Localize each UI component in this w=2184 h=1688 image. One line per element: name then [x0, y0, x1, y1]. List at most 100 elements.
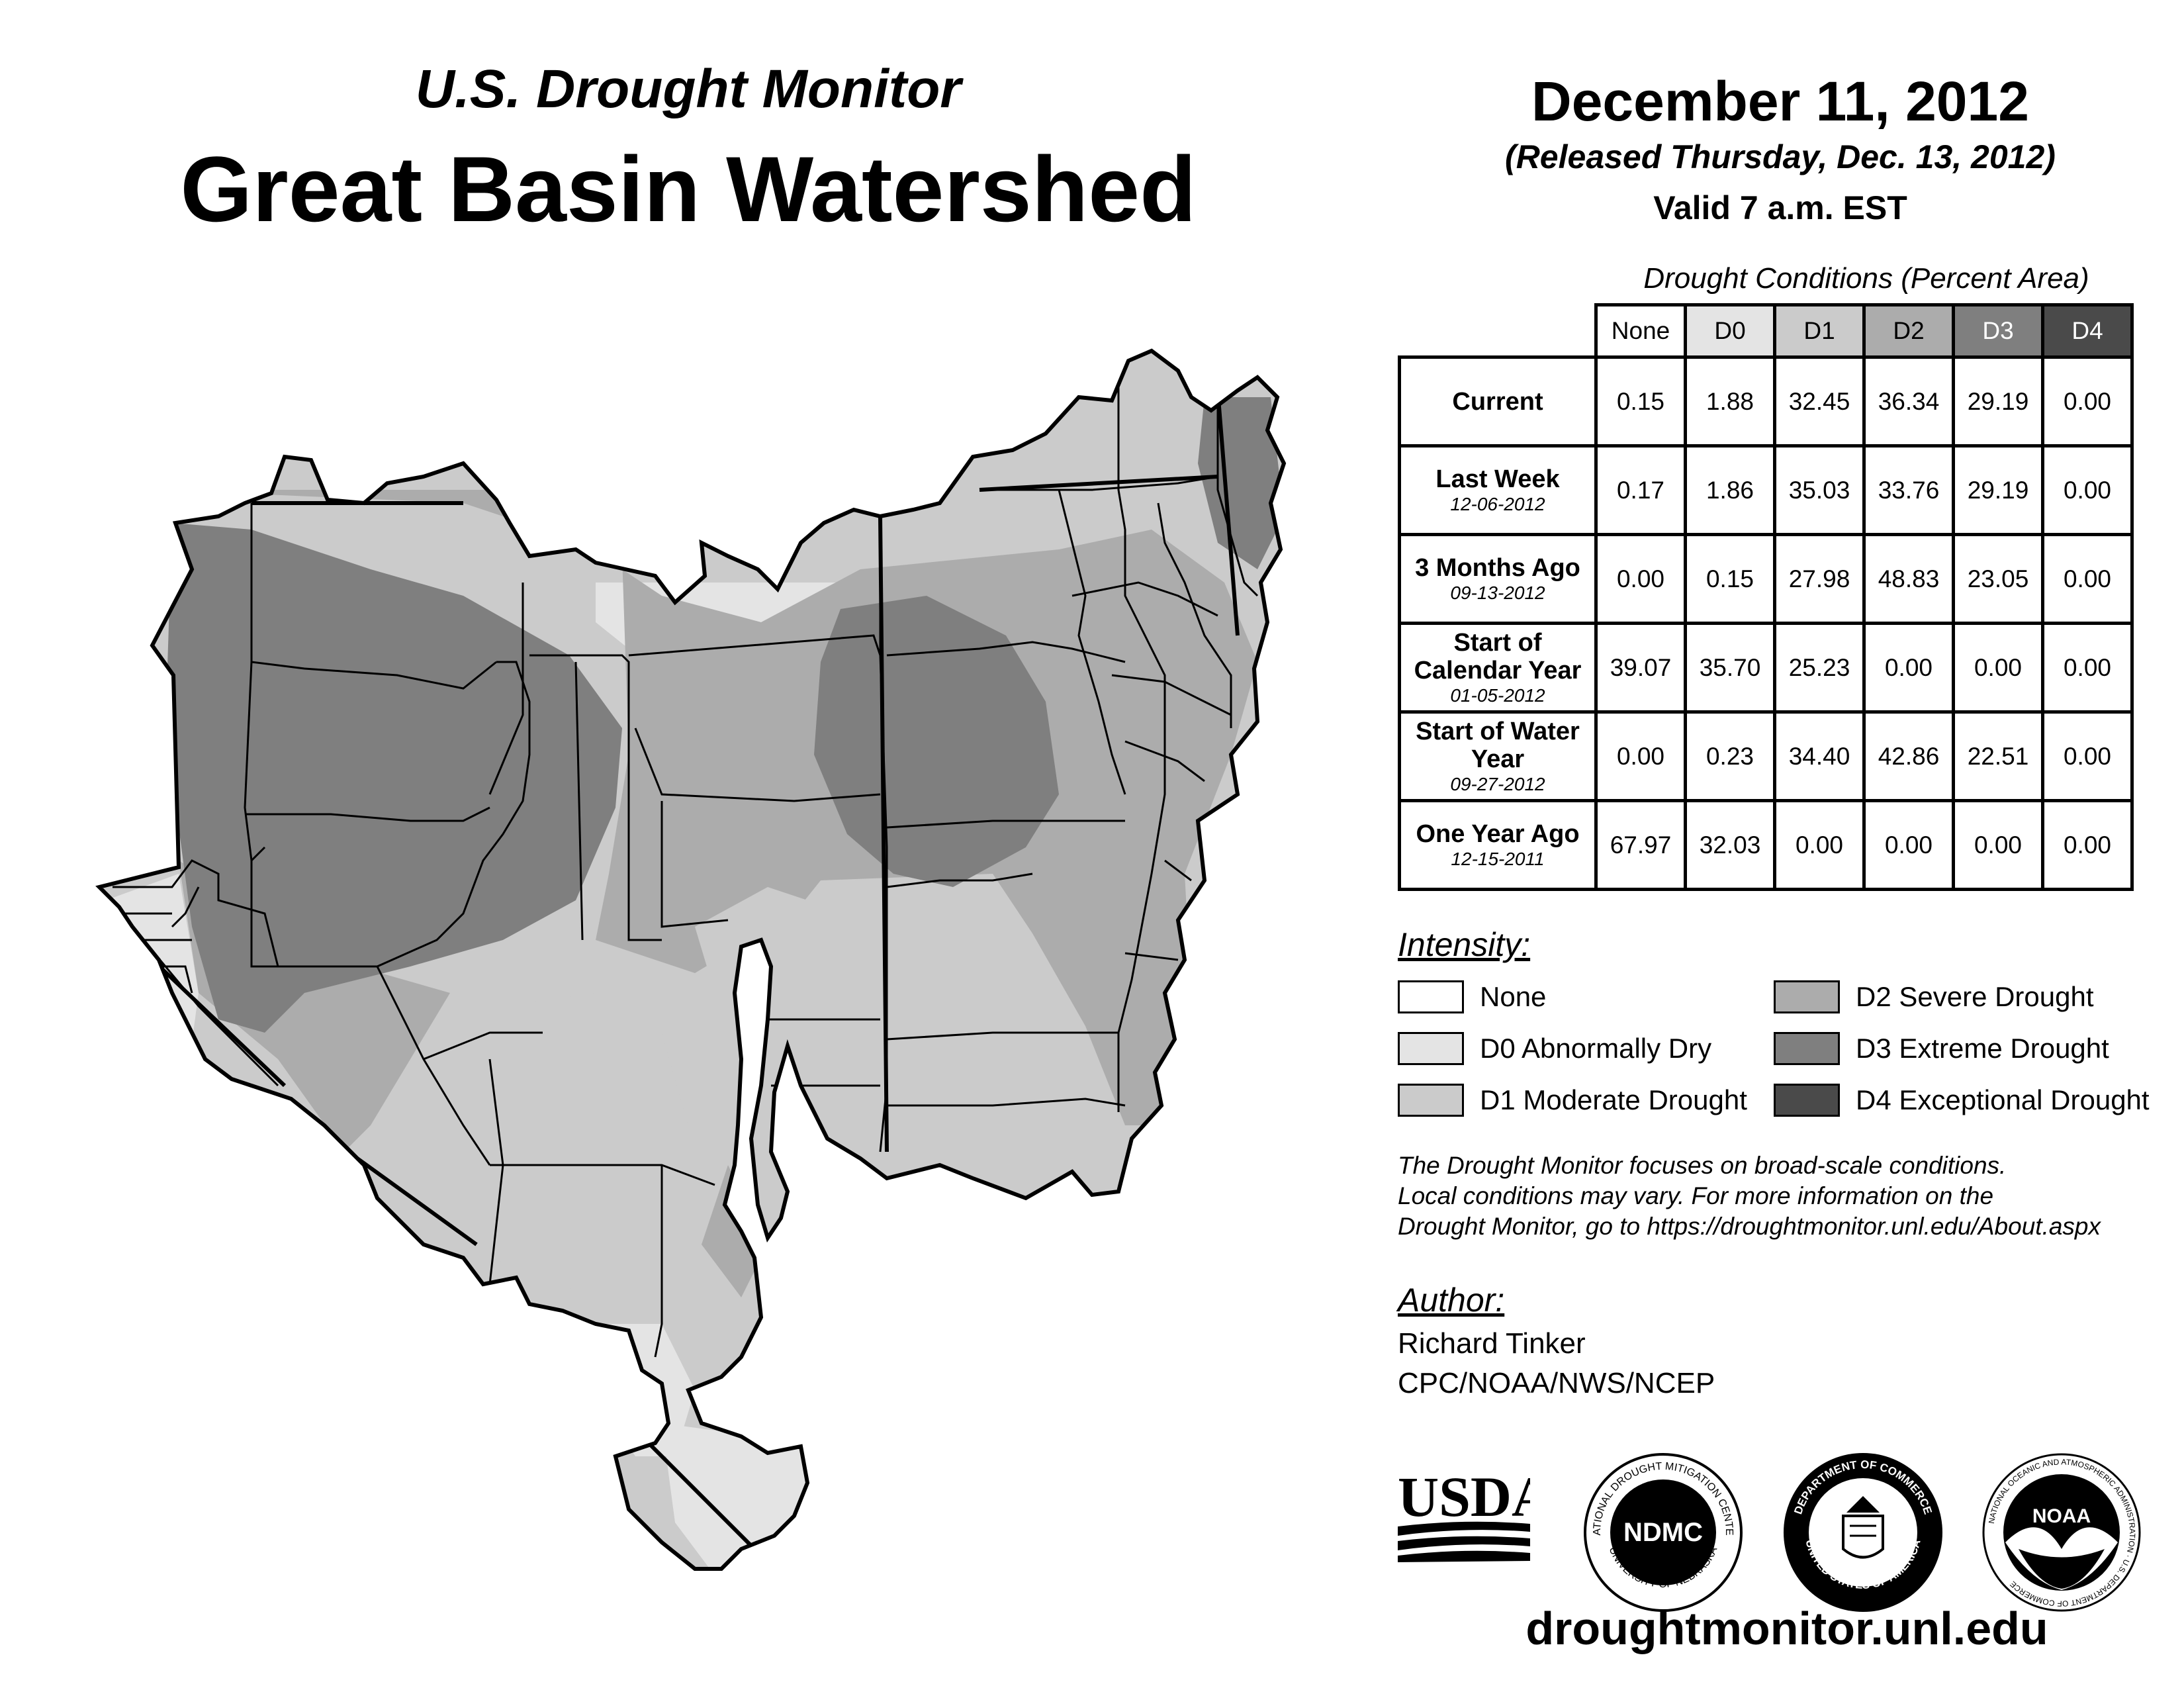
row-label: One Year Ago 12-15-2011: [1398, 799, 1598, 891]
legend-label: D0 Abnormally Dry: [1480, 1033, 1712, 1064]
d3-area-west: [165, 523, 622, 1033]
legend-item-d0: D0 Abnormally Dry: [1398, 1030, 1711, 1067]
table-cell: 0.00: [2041, 533, 2134, 625]
table-cell: 0.00: [2041, 622, 2134, 714]
table-cell: 23.05: [1952, 533, 2044, 625]
legend-label: D4 Exceptional Drought: [1856, 1084, 2150, 1115]
table-cell: 35.03: [1773, 444, 1866, 536]
table-cell: 0.00: [2041, 799, 2134, 891]
legend-item-d3: D3 Extreme Drought: [1774, 1030, 2109, 1067]
table-cell: 34.40: [1773, 710, 1866, 802]
d2-area-south-arm: [702, 1165, 768, 1297]
table-corner: [1399, 305, 1598, 359]
row-label: 3 Months Ago 09-13-2012: [1398, 533, 1598, 625]
table-cell: 42.86: [1862, 710, 1955, 802]
table-cell: 27.98: [1773, 533, 1866, 625]
table-row: 3 Months Ago 09-13-2012 0.00 0.15 27.98 4…: [1398, 533, 2134, 625]
author-org: CPC/NOAA/NWS/NCEP: [1398, 1367, 1715, 1399]
d3-area-east: [814, 596, 1059, 887]
ndmc-logo: NATIONAL DROUGHT MITIGATION CENTER UNIVE…: [1580, 1450, 1743, 1612]
table-cell: 67.97: [1594, 799, 1687, 891]
legend-swatch: [1398, 1084, 1464, 1117]
legend-item-d4: D4 Exceptional Drought: [1774, 1082, 2150, 1119]
row-label: Current: [1398, 355, 1598, 447]
state-boundaries: [144, 390, 1240, 1551]
table-cell: 36.34: [1862, 355, 1955, 447]
valid-time: Valid 7 a.m. EST: [1653, 189, 1907, 226]
doc-seal-logo: DEPARTMENT OF COMMERCE UNITED STATES OF …: [1784, 1453, 1942, 1612]
table-cell: 25.23: [1773, 622, 1866, 714]
table-cell: 32.03: [1684, 799, 1776, 891]
table-row: One Year Ago 12-15-2011 67.97 32.03 0.00 …: [1398, 799, 2134, 891]
table-row: Last Week 12-06-2012 0.17 1.86 35.03 33.7…: [1398, 444, 2134, 536]
table-cell: 22.51: [1952, 710, 2044, 802]
drought-map: [0, 0, 1377, 1688]
table-cell: 29.19: [1952, 355, 2044, 447]
legend-swatch: [1774, 980, 1840, 1013]
table-cell: 0.23: [1684, 710, 1776, 802]
table-cell: 1.86: [1684, 444, 1776, 536]
table-cell: 0.00: [2041, 444, 2134, 536]
noaa-logo: NATIONAL OCEANIC AND ATMOSPHERIC ADMINIS…: [1982, 1453, 2141, 1612]
legend-swatch: [1774, 1084, 1840, 1117]
legend-item-d2: D2 Severe Drought: [1774, 978, 2094, 1015]
note-line: Local conditions may vary. For more info…: [1398, 1182, 1994, 1209]
table-cell: 0.15: [1684, 533, 1776, 625]
col-header-d2: D2: [1862, 303, 1955, 359]
col-header-d3: D3: [1952, 303, 2044, 359]
table-cell: 48.83: [1862, 533, 1955, 625]
table-cell: 33.76: [1862, 444, 1955, 536]
note-line: Drought Monitor, go to https://droughtmo…: [1398, 1213, 2101, 1240]
table-cell: 0.00: [2041, 355, 2134, 447]
legend-label: D1 Moderate Drought: [1480, 1084, 1747, 1115]
legend-label: None: [1480, 981, 1547, 1012]
col-header-d0: D0: [1684, 303, 1776, 359]
table-cell: 39.07: [1594, 622, 1687, 714]
legend-heading: Intensity:: [1398, 926, 1531, 963]
release-date: (Released Thursday, Dec. 13, 2012): [1505, 138, 2056, 175]
map-subtitle: U.S. Drought Monitor: [415, 59, 962, 119]
svg-text:NDMC: NDMC: [1623, 1518, 1703, 1547]
table-cell: 32.45: [1773, 355, 1866, 447]
row-label: Start of Water Year 09-27-2012: [1398, 710, 1598, 802]
table-cell: 35.70: [1684, 622, 1776, 714]
table-header-row: None D0 D1 D2 D3 D4: [1399, 303, 2134, 359]
table-cell: 0.15: [1594, 355, 1687, 447]
table-cell: 0.00: [2041, 710, 2134, 802]
table-cell: 0.00: [1594, 710, 1687, 802]
table-cell: 0.00: [1952, 799, 2044, 891]
col-header-none: None: [1594, 303, 1687, 359]
author-name: Richard Tinker: [1398, 1327, 1586, 1360]
table-row: Start of Water Year 09-27-2012 0.00 0.23 …: [1398, 710, 2134, 802]
table-cell: 0.00: [1862, 622, 1955, 714]
table-cell: 1.88: [1684, 355, 1776, 447]
table-cell: 0.00: [1952, 622, 2044, 714]
d3-area-northeast: [1198, 397, 1284, 569]
col-header-d4: D4: [2041, 303, 2134, 359]
table-cell: 0.00: [1594, 533, 1687, 625]
table-cell: 29.19: [1952, 444, 2044, 536]
d1-area-interior: [424, 993, 688, 1291]
table-row: Current 0.15 1.88 32.45 36.34 29.19 0.00: [1398, 355, 2134, 447]
table-cell: 0.00: [1862, 799, 1955, 891]
table-cell: 0.00: [1773, 799, 1866, 891]
legend-label: D3 Extreme Drought: [1856, 1033, 2109, 1064]
legend-swatch: [1398, 980, 1464, 1013]
legend-item-d1: D1 Moderate Drought: [1398, 1082, 1747, 1119]
map-title: Great Basin Watershed: [180, 137, 1197, 241]
legend-label: D2 Severe Drought: [1856, 981, 2094, 1012]
legend-swatch: [1774, 1032, 1840, 1065]
disclaimer-note: The Drought Monitor focuses on broad-sca…: [1398, 1150, 2165, 1242]
svg-text:NOAA: NOAA: [2032, 1505, 2091, 1527]
note-line: The Drought Monitor focuses on broad-sca…: [1398, 1152, 2007, 1179]
legend-swatch: [1398, 1032, 1464, 1065]
row-label: Start of Calendar Year 01-05-2012: [1398, 622, 1598, 714]
table-caption: Drought Conditions (Percent Area): [1643, 262, 2089, 295]
website-url[interactable]: droughtmonitor.unl.edu: [1525, 1603, 2048, 1654]
table-cell: 0.17: [1594, 444, 1687, 536]
map-date: December 11, 2012: [1531, 70, 2029, 132]
table-row: Start of Calendar Year 01-05-2012 39.07 3…: [1398, 622, 2134, 714]
row-label: Last Week 12-06-2012: [1398, 444, 1598, 536]
